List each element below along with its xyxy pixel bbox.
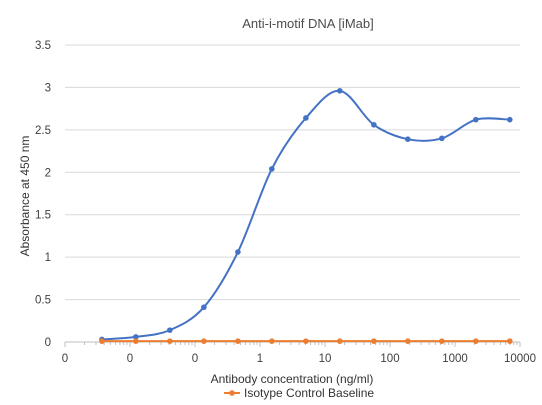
- data-point: [269, 166, 275, 172]
- axes-layer: [64, 341, 521, 347]
- data-point: [167, 338, 173, 344]
- legend-swatch-marker: [229, 390, 235, 396]
- legend-item: Isotype Control Baseline: [224, 386, 374, 400]
- data-point: [337, 88, 343, 94]
- chart-title: Anti-i-motif DNA [iMab]: [242, 16, 373, 31]
- legend: Isotype Control Baseline: [224, 386, 374, 400]
- y-tick-label: 3: [45, 82, 51, 94]
- data-point: [507, 116, 513, 123]
- y-tick-label: 0: [45, 337, 51, 349]
- data-point: [201, 304, 207, 311]
- ticks-layer: 00.511.522.533.50 0 0 1 10 100 1000 10000: [35, 40, 536, 365]
- data-point: [235, 249, 241, 255]
- x-tick-label: 1: [257, 353, 263, 365]
- x-tick-label: 0: [192, 353, 198, 365]
- y-tick-label: 0.5: [35, 295, 51, 307]
- data-point: [371, 338, 377, 344]
- data-point: [439, 338, 445, 344]
- x-tick-label: 10000: [504, 353, 536, 365]
- data-point: [133, 338, 139, 344]
- grid-layer: [65, 44, 520, 301]
- data-point: [133, 334, 139, 340]
- data-point: [439, 135, 445, 142]
- x-tick-label: 0: [62, 353, 68, 365]
- legend-label: Isotype Control Baseline: [244, 386, 374, 400]
- data-point: [201, 338, 207, 344]
- data-point: [269, 338, 275, 344]
- x-axis-title: Antibody concentration (ng/ml): [211, 372, 374, 386]
- y-tick-label: 1: [45, 252, 51, 264]
- data-point: [337, 338, 343, 344]
- data-point: [303, 115, 309, 121]
- data-point: [405, 338, 411, 344]
- y-tick-label: 3.5: [35, 40, 51, 52]
- data-point: [235, 338, 241, 344]
- data-point: [473, 116, 479, 123]
- data-point: [167, 327, 173, 333]
- y-tick-label: 1.5: [35, 210, 51, 222]
- data-point: [507, 338, 513, 344]
- data-point: [99, 338, 105, 344]
- x-tick-label: 100: [380, 353, 399, 365]
- data-point: [473, 338, 479, 344]
- y-tick-label: 2: [45, 167, 51, 179]
- x-tick-label: 10: [319, 353, 332, 365]
- y-tick-label: 2.5: [35, 125, 51, 137]
- x-tick-label: 0: [127, 353, 133, 365]
- data-point: [405, 136, 411, 142]
- x-tick-label: 1000: [442, 353, 468, 365]
- series-1: [99, 338, 513, 344]
- series-layer: [99, 88, 513, 344]
- y-axis-title: Absorbance at 450 nm: [18, 136, 32, 257]
- data-point: [303, 338, 309, 344]
- data-point: [371, 121, 377, 128]
